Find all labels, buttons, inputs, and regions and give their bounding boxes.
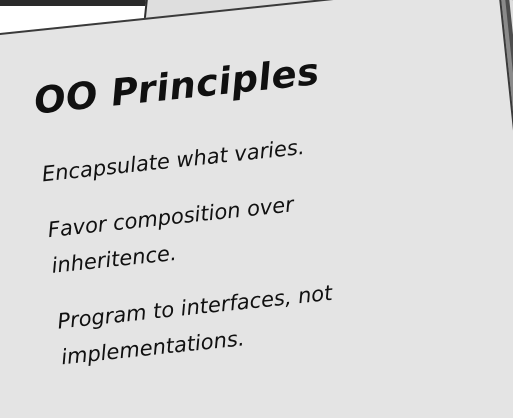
card-title: OO Principles <box>32 50 322 123</box>
card-content: OO Principles Encapsulate what varies. F… <box>32 34 503 395</box>
frame-edge <box>0 0 150 6</box>
principle-item: Encapsulate what varies. <box>40 134 306 187</box>
principle-item: Program to interfaces, not implementatio… <box>56 280 334 370</box>
principle-item: Favor composition over inheritence. <box>46 192 295 278</box>
